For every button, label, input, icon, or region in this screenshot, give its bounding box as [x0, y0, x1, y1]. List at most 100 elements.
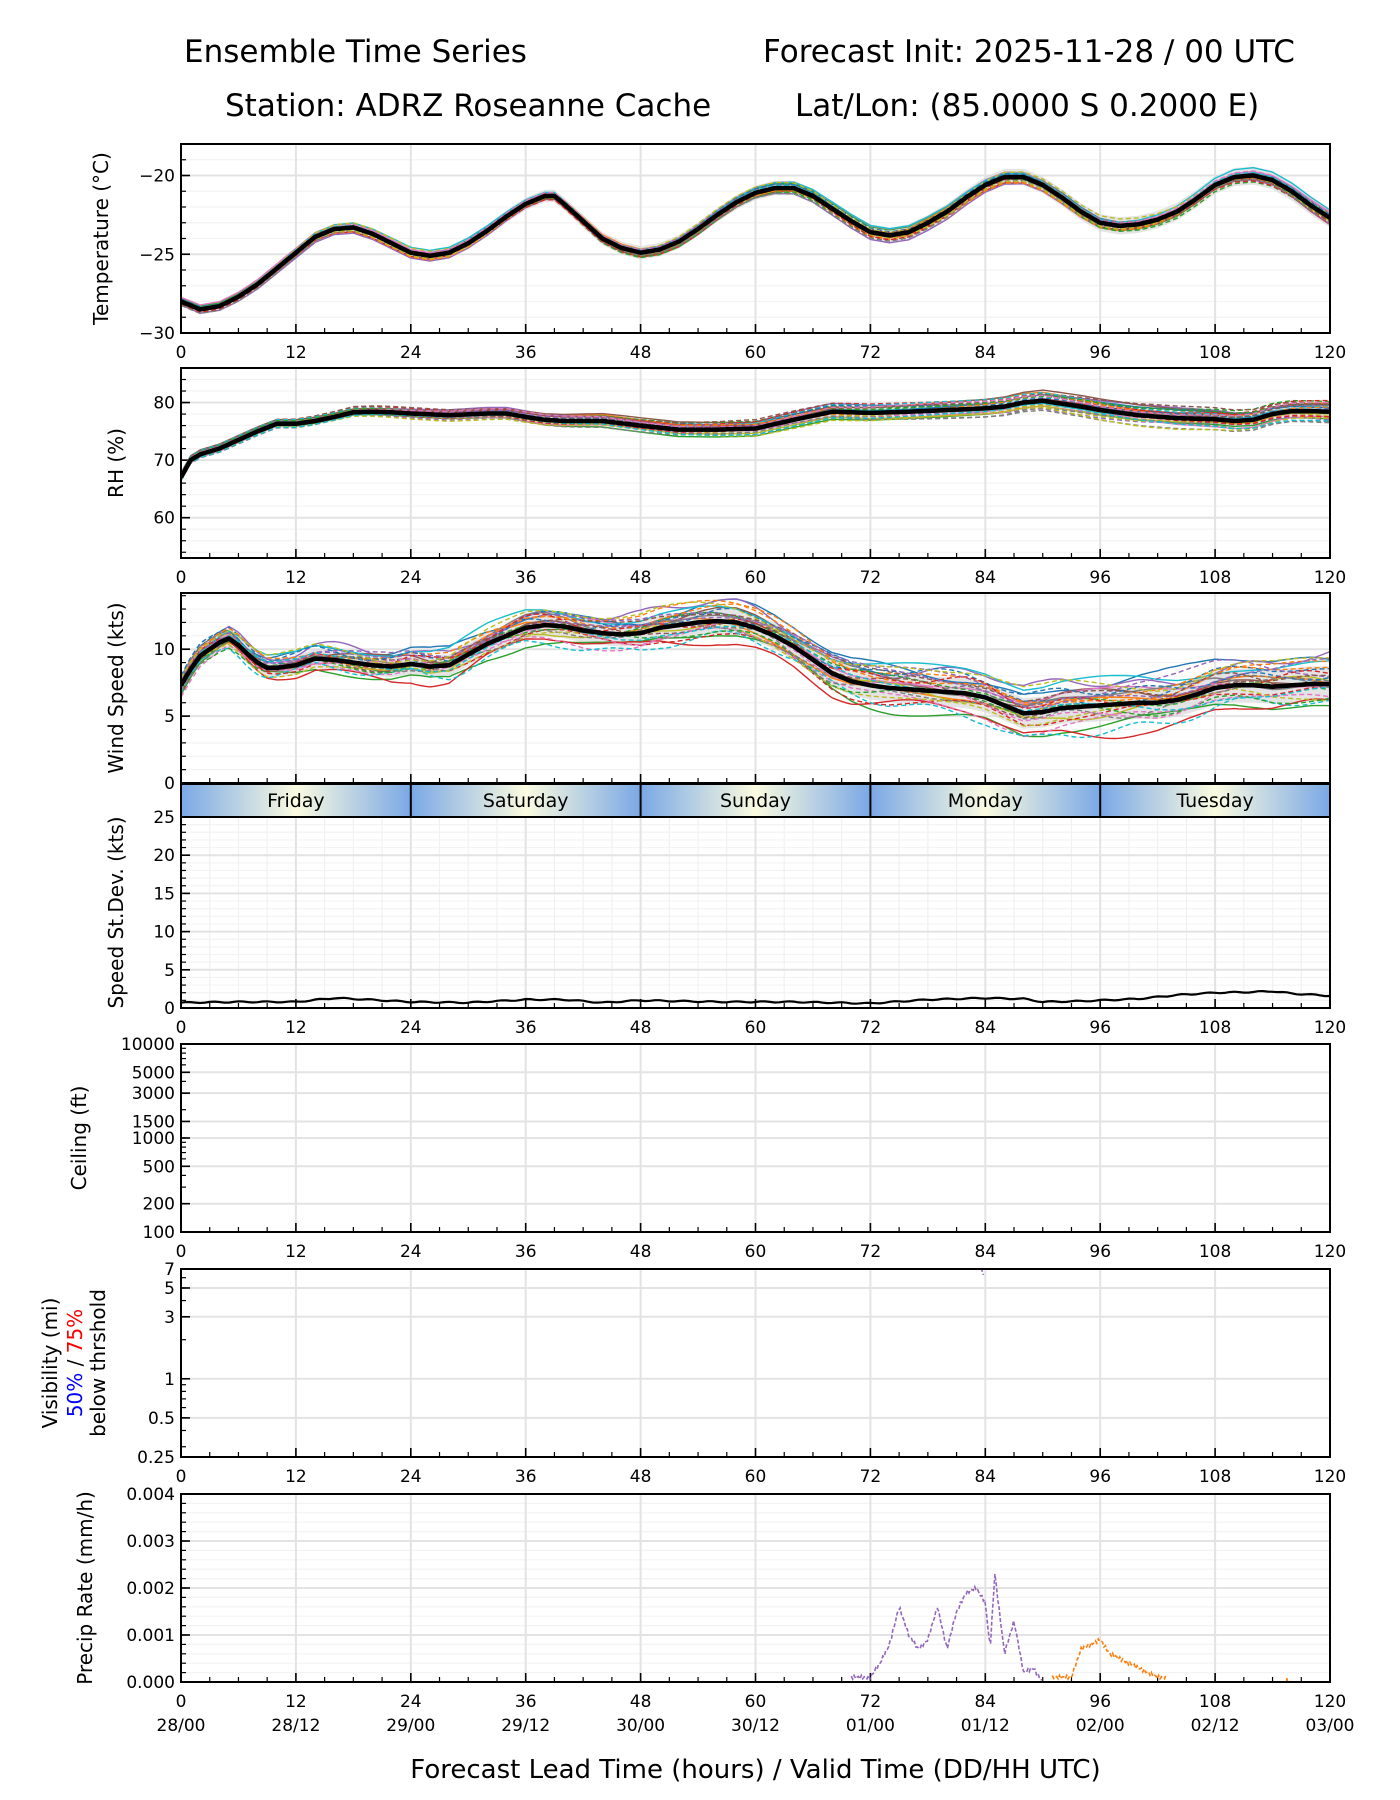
x-tick-label: 120: [1314, 343, 1346, 363]
ensemble-member-line: [181, 638, 1330, 740]
x-tick-label: 84: [974, 1692, 996, 1712]
x-tick-label: 72: [860, 1242, 882, 1262]
series-precip_rate: [850, 1573, 1288, 1682]
title-right: Forecast Init: 2025-11-28 / 00 UTC: [763, 34, 1295, 70]
ensemble-member-line: [181, 613, 1330, 703]
x-tick-label: 24: [400, 1467, 422, 1487]
x-tick-label: 84: [974, 1467, 996, 1487]
x-valid-time-label: 29/12: [501, 1716, 550, 1736]
slash-label: /: [63, 1353, 87, 1372]
panel-speed_stdev: 0 5 10 15 20 25 0 12 24 36 48 60 72 84 96 108 120 Speed S…: [104, 808, 1346, 1038]
ensemble-mean-line: [181, 173, 1330, 312]
spread-band: [181, 608, 1330, 729]
panel-frame: [180, 1493, 1331, 1683]
y-tick-label: 10: [153, 640, 175, 660]
day-band: Friday Saturday Sunday Monday Tuesday: [180, 783, 1331, 818]
x-tick-label: 96: [1089, 1242, 1111, 1262]
y-tick-label: 0.000: [126, 1673, 175, 1693]
x-tick-label: 108: [1199, 568, 1231, 588]
day-cell: [1100, 784, 1330, 817]
x-tick-label: 48: [630, 1467, 652, 1487]
x-tick-label: 60: [745, 568, 767, 588]
x-tick-label: 120: [1314, 1018, 1346, 1038]
p75-label: 75%: [63, 1309, 87, 1353]
y-tick-label: 0.003: [126, 1532, 175, 1552]
precip-member-line: [1051, 1637, 1167, 1681]
x-tick-label: 48: [630, 1692, 652, 1712]
x-tick-label: 72: [860, 568, 882, 588]
x-tick-label: 48: [630, 1242, 652, 1262]
x-tick-label: 0: [176, 1692, 187, 1712]
y-axis-label: Speed St.Dev. (kts): [104, 816, 128, 1008]
y-tick-label: 60: [153, 509, 175, 529]
day-label-sunday: Sunday: [720, 790, 791, 812]
x-tick-label: 96: [1089, 1692, 1111, 1712]
x-tick-label: 48: [630, 343, 652, 363]
y-tick-label: 25: [153, 808, 175, 828]
y-tick-label: 0.002: [126, 1579, 175, 1599]
x-tick-label: 12: [285, 1018, 307, 1038]
x-tick-label: 36: [515, 1467, 537, 1487]
y-tick-label: 0.001: [126, 1626, 175, 1646]
x-tick-label: 108: [1199, 1692, 1231, 1712]
y-axis-label: Wind Speed (kts): [104, 602, 128, 773]
x-tick-label: 60: [745, 343, 767, 363]
x-tick-label: 96: [1089, 1018, 1111, 1038]
panel-frame: [180, 367, 1331, 559]
x-tick-label: 120: [1314, 1467, 1346, 1487]
ensemble-member-line: [181, 621, 1330, 727]
y-tick-label: 1: [164, 1370, 175, 1390]
x-tick-label: 72: [860, 1467, 882, 1487]
x-tick-label: 108: [1199, 343, 1231, 363]
panel-rh: 60 70 80 0 12 24 36 48 60 72 84 96 108 120 RH (%): [104, 367, 1346, 588]
ensemble-member-line: [181, 392, 1330, 476]
y-tick-label: 200: [143, 1195, 175, 1215]
title-left: Ensemble Time Series: [184, 34, 527, 70]
x-tick-label: 96: [1089, 568, 1111, 588]
x-tick-label: 60: [745, 1467, 767, 1487]
y-tick-label: 5: [164, 961, 175, 981]
x-tick-label: 36: [515, 1242, 537, 1262]
ensemble-member-line: [181, 628, 1330, 717]
y-tick-label: 20: [153, 846, 175, 866]
panel-visibility: 0.25 0.5 1 3 57 0 12 24 36 48 60 72 84 96 108 120 Visibi…: [38, 1260, 1346, 1487]
x-tick-label: 60: [745, 1018, 767, 1038]
x-tick-label: 0: [176, 1242, 187, 1262]
x-valid-time-label: 28/00: [157, 1716, 206, 1736]
p50-label: 50%: [63, 1373, 87, 1417]
y-tick-label: 5000: [132, 1063, 175, 1083]
x-tick-label: 12: [285, 1692, 307, 1712]
panel-frame: [180, 143, 1331, 334]
ensemble-member-line: [181, 626, 1330, 738]
y-tick-label: 80: [153, 394, 175, 414]
y-axis-label: RH (%): [104, 428, 128, 498]
x-valid-time-label: 01/12: [961, 1716, 1010, 1736]
x-valid-time-label: 30/12: [731, 1716, 780, 1736]
y-tick-label: −25: [139, 245, 175, 265]
x-tick-label: 36: [515, 1018, 537, 1038]
ensemble-member-line: [181, 171, 1330, 309]
x-valid-time-label: 29/00: [386, 1716, 435, 1736]
x-tick-label: 0: [176, 568, 187, 588]
x-tick-label: 72: [860, 1692, 882, 1712]
day-label-saturday: Saturday: [483, 790, 569, 812]
series-wind_speed: [181, 598, 1330, 740]
x-tick-label: 48: [630, 1018, 652, 1038]
x-valid-time-label: 28/12: [271, 1716, 320, 1736]
y-tick-label: 3000: [132, 1084, 175, 1104]
y-tick-label: −30: [139, 324, 175, 344]
x-tick-label: 96: [1089, 1467, 1111, 1487]
x-tick-label: 60: [745, 1242, 767, 1262]
y-tick-label: 70: [153, 451, 175, 471]
station-label: Station: ADRZ Roseanne Cache: [225, 88, 712, 124]
y-axis-label-below: below thrshold: [86, 1289, 110, 1437]
y-tick-label: 0: [164, 999, 175, 1019]
ensemble-mean-line: [181, 618, 1330, 716]
x-tick-label: 0: [176, 1018, 187, 1038]
day-label-friday: Friday: [267, 790, 325, 812]
y-tick-label: 0.25: [137, 1448, 175, 1468]
x-tick-label: 48: [630, 568, 652, 588]
x-tick-label: 108: [1199, 1467, 1231, 1487]
